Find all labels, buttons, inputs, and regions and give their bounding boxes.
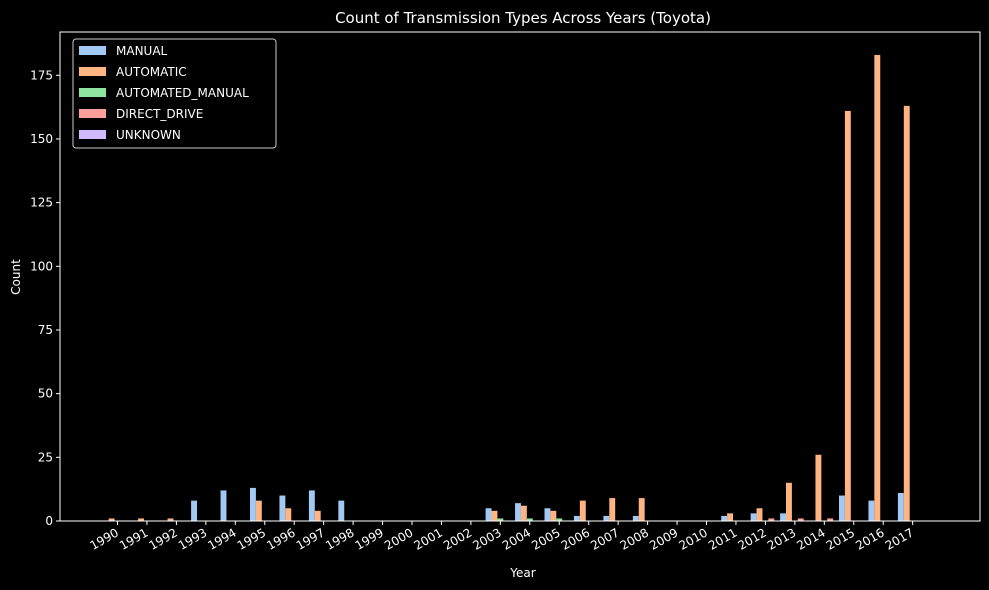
bar-manual-2005 bbox=[544, 508, 551, 521]
y-axis-label: Count bbox=[9, 259, 23, 295]
bar-automatic-2007 bbox=[609, 498, 616, 521]
bar-automatic-2017 bbox=[903, 105, 910, 522]
bar-automatic-2005 bbox=[550, 510, 557, 521]
legend-swatch bbox=[79, 88, 106, 97]
bar-automated-manual-2003 bbox=[497, 518, 504, 521]
bar-manual-1997 bbox=[308, 490, 315, 521]
bar-direct-drive-2012 bbox=[768, 518, 775, 521]
bar-automatic-2008 bbox=[638, 498, 645, 521]
bar-automatic-2015 bbox=[844, 110, 851, 521]
bar-automatic-2003 bbox=[491, 510, 498, 521]
bar-manual-1995 bbox=[250, 487, 256, 521]
bar-automatic-2016 bbox=[874, 54, 881, 522]
bar-automatic-1996 bbox=[285, 508, 292, 521]
legend: MANUAL AUTOMATIC AUTOMATED_MANUAL DIRECT_DR… bbox=[72, 38, 277, 149]
y-tick-label: 25 bbox=[38, 450, 53, 464]
bar-manual-2008 bbox=[632, 515, 639, 521]
bar-manual-2011 bbox=[721, 515, 728, 521]
bar-direct-drive-2013 bbox=[797, 518, 804, 521]
bar-manual-1998 bbox=[338, 500, 345, 522]
bar-manual-2015 bbox=[839, 495, 845, 521]
legend-label: AUTOMATED_MANUAL bbox=[116, 86, 249, 100]
bar-automatic-1992 bbox=[167, 518, 174, 521]
bar-automatic-2013 bbox=[786, 482, 792, 521]
bar-manual-2016 bbox=[868, 500, 875, 522]
bar-manual-2006 bbox=[573, 515, 580, 521]
bar-manual-1994 bbox=[220, 490, 227, 521]
legend-swatch bbox=[79, 46, 106, 55]
bar-manual-2012 bbox=[750, 513, 757, 521]
bar-manual-2004 bbox=[515, 503, 521, 521]
plot-frame bbox=[59, 31, 981, 522]
legend-swatch bbox=[79, 109, 106, 118]
bar-automatic-1997 bbox=[314, 510, 321, 521]
bar-direct-drive-2014 bbox=[827, 518, 834, 521]
legend-label: MANUAL bbox=[116, 44, 168, 58]
legend-label: UNKNOWN bbox=[116, 128, 181, 142]
bar-automatic-1990 bbox=[108, 518, 115, 521]
bar-automatic-1991 bbox=[138, 518, 144, 521]
legend-label: AUTOMATIC bbox=[116, 65, 187, 79]
x-axis-label: Year bbox=[509, 566, 535, 580]
legend-swatch bbox=[79, 130, 106, 139]
bar-manual-2003 bbox=[485, 508, 492, 521]
y-tick-label: 0 bbox=[45, 514, 53, 528]
chart-title: Count of Transmission Types Across Years… bbox=[335, 9, 711, 27]
y-tick-label: 75 bbox=[38, 323, 53, 337]
legend-swatch bbox=[79, 67, 106, 76]
bar-manual-1996 bbox=[279, 495, 286, 521]
y-tick-label: 50 bbox=[38, 387, 53, 401]
bar-automatic-1995 bbox=[255, 500, 262, 522]
bar-automatic-2012 bbox=[756, 508, 763, 521]
bar-automated-manual-2004 bbox=[526, 518, 533, 521]
bar-automatic-2014 bbox=[815, 454, 822, 521]
legend-label: DIRECT_DRIVE bbox=[116, 107, 203, 121]
legend-frame bbox=[72, 38, 277, 149]
bar-manual-2007 bbox=[603, 515, 610, 521]
bars-group bbox=[108, 54, 910, 522]
y-tick-label: 100 bbox=[30, 259, 53, 273]
bar-manual-2013 bbox=[780, 513, 786, 521]
y-tick-label: 150 bbox=[30, 132, 53, 146]
bar-automatic-2006 bbox=[579, 500, 586, 522]
y-tick-label: 125 bbox=[30, 196, 53, 210]
bar-manual-1993 bbox=[191, 500, 197, 522]
y-tick-label: 175 bbox=[30, 68, 53, 82]
bar-automatic-2011 bbox=[727, 513, 733, 521]
bar-manual-2017 bbox=[897, 492, 904, 521]
bar-automatic-2004 bbox=[520, 505, 527, 521]
bar-automated-manual-2005 bbox=[556, 518, 563, 521]
